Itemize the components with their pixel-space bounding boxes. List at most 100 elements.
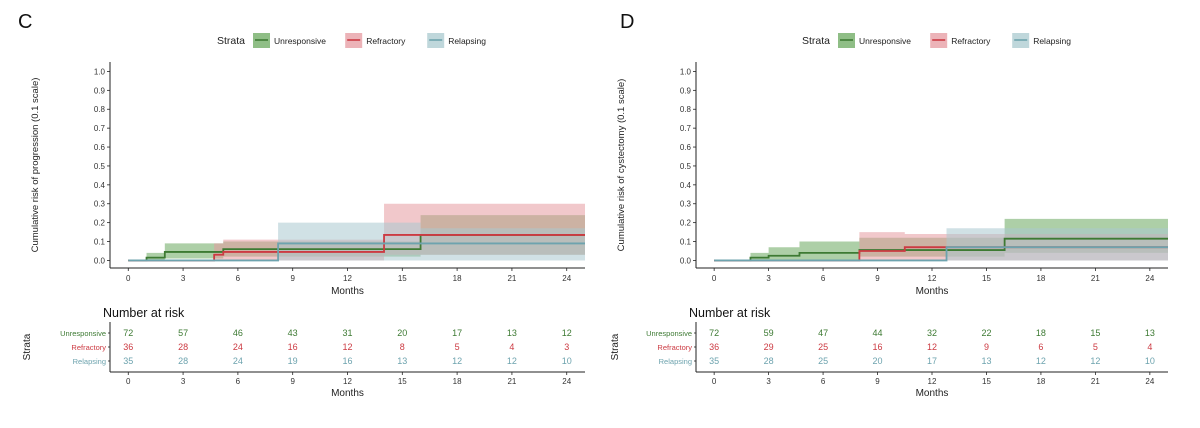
risk-cell: 10 [1145, 356, 1155, 366]
risk-cell: 44 [873, 328, 883, 338]
panel-letter: C [18, 11, 32, 33]
risk-cell: 24 [233, 356, 243, 366]
y-tick-label: 0.6 [680, 143, 692, 152]
ci-band-relapsing [128, 222, 585, 261]
risk-cell: 20 [873, 356, 883, 366]
x-tick-label: 21 [507, 274, 516, 283]
legend-label-refractory: Refractory [366, 36, 406, 46]
x-tick-label: 3 [181, 274, 186, 283]
risk-x-tick-label: 24 [562, 377, 571, 386]
risk-x-tick-label: 9 [875, 377, 880, 386]
y-tick-label: 0.8 [680, 105, 692, 114]
risk-cell: 59 [764, 328, 774, 338]
y-tick-label: 1.0 [680, 67, 692, 76]
risk-cell: 10 [562, 356, 572, 366]
risk-x-tick-label: 21 [1091, 377, 1100, 386]
x-tick-label: 18 [1036, 274, 1045, 283]
risk-cell: 13 [1145, 328, 1155, 338]
risk-row-label-unresponsive: Unresponsive [646, 329, 692, 338]
y-tick-label: 0.9 [680, 86, 692, 95]
legend-label-unresponsive: Unresponsive [274, 36, 326, 46]
risk-x-tick-label: 3 [766, 377, 771, 386]
risk-cell: 12 [1090, 356, 1100, 366]
y-tick-label: 0.5 [94, 162, 106, 171]
x-tick-label: 24 [562, 274, 571, 283]
x-tick-label: 0 [712, 274, 717, 283]
risk-table-title: Number at risk [103, 306, 185, 320]
risk-x-tick-label: 12 [343, 377, 352, 386]
y-tick-label: 0.1 [680, 238, 692, 247]
confidence-bands [714, 218, 1168, 261]
risk-cell: 4 [1147, 342, 1152, 352]
legend-item-refractory: Refractory [345, 33, 406, 48]
legend-label-unresponsive: Unresponsive [859, 36, 911, 46]
risk-cell: 47 [818, 328, 828, 338]
step-lines [714, 237, 1168, 262]
x-tick-label: 0 [126, 274, 131, 283]
risk-cell: 5 [1093, 342, 1098, 352]
x-tick-label: 15 [398, 274, 407, 283]
legend-title: Strata [217, 35, 245, 47]
y-tick-label: 0.5 [680, 162, 692, 171]
risk-cell: 8 [400, 342, 405, 352]
risk-cell: 25 [818, 356, 828, 366]
risk-cell: 12 [342, 342, 352, 352]
risk-cell: 35 [709, 356, 719, 366]
y-tick-label: 0.1 [94, 238, 106, 247]
x-tick-label: 6 [821, 274, 826, 283]
risk-x-tick-label: 6 [236, 377, 241, 386]
risk-x-tick-label: 24 [1145, 377, 1154, 386]
risk-cell: 17 [452, 328, 462, 338]
risk-y-axis-title: Strata [610, 333, 621, 360]
series-line-refractory [128, 234, 585, 262]
x-tick-label: 24 [1145, 274, 1154, 283]
risk-cell: 57 [178, 328, 188, 338]
risk-cell: 13 [397, 356, 407, 366]
y-tick-label: 0.0 [94, 256, 106, 265]
y-axis-title: Cumulative risk of cystectomy (0.1 scale… [616, 79, 627, 252]
risk-cell: 12 [562, 328, 572, 338]
risk-cell: 28 [764, 356, 774, 366]
legend-label-relapsing: Relapsing [448, 36, 486, 46]
risk-cell: 16 [873, 342, 883, 352]
risk-cell: 22 [981, 328, 991, 338]
risk-row-label-refractory: Refractory [657, 343, 692, 352]
x-tick-label: 12 [343, 274, 352, 283]
y-tick-label: 0.6 [94, 143, 106, 152]
risk-x-axis-title: Months [916, 388, 949, 399]
risk-x-tick-label: 3 [181, 377, 186, 386]
risk-row-label-relapsing: Relapsing [659, 357, 692, 366]
risk-cell: 15 [1090, 328, 1100, 338]
risk-cell: 3 [564, 342, 569, 352]
risk-cell: 4 [509, 342, 514, 352]
risk-cell: 32 [927, 328, 937, 338]
x-tick-label: 18 [453, 274, 462, 283]
risk-x-tick-label: 21 [507, 377, 516, 386]
y-tick-label: 0.7 [680, 124, 692, 133]
risk-cell: 16 [288, 342, 298, 352]
risk-x-tick-label: 15 [982, 377, 991, 386]
legend-item-relapsing: Relapsing [427, 33, 486, 48]
legend-item-unresponsive: Unresponsive [838, 33, 911, 48]
y-tick-label: 0.3 [94, 200, 106, 209]
risk-x-tick-label: 0 [126, 377, 131, 386]
risk-cell: 6 [1038, 342, 1043, 352]
risk-cell: 12 [507, 356, 517, 366]
legend-item-unresponsive: Unresponsive [253, 33, 326, 48]
y-tick-label: 1.0 [94, 67, 106, 76]
risk-cell: 20 [397, 328, 407, 338]
legend-label-relapsing: Relapsing [1033, 36, 1071, 46]
x-axis-title: Months [331, 286, 364, 297]
risk-cell: 29 [764, 342, 774, 352]
series-line-relapsing [714, 246, 1168, 262]
x-tick-label: 12 [928, 274, 937, 283]
legend-item-relapsing: Relapsing [1012, 33, 1071, 48]
y-tick-label: 0.3 [680, 200, 692, 209]
risk-cell: 36 [123, 342, 133, 352]
y-tick-label: 0.9 [94, 86, 106, 95]
risk-row-label-relapsing: Relapsing [73, 357, 106, 366]
risk-x-tick-label: 15 [398, 377, 407, 386]
x-tick-label: 9 [290, 274, 295, 283]
